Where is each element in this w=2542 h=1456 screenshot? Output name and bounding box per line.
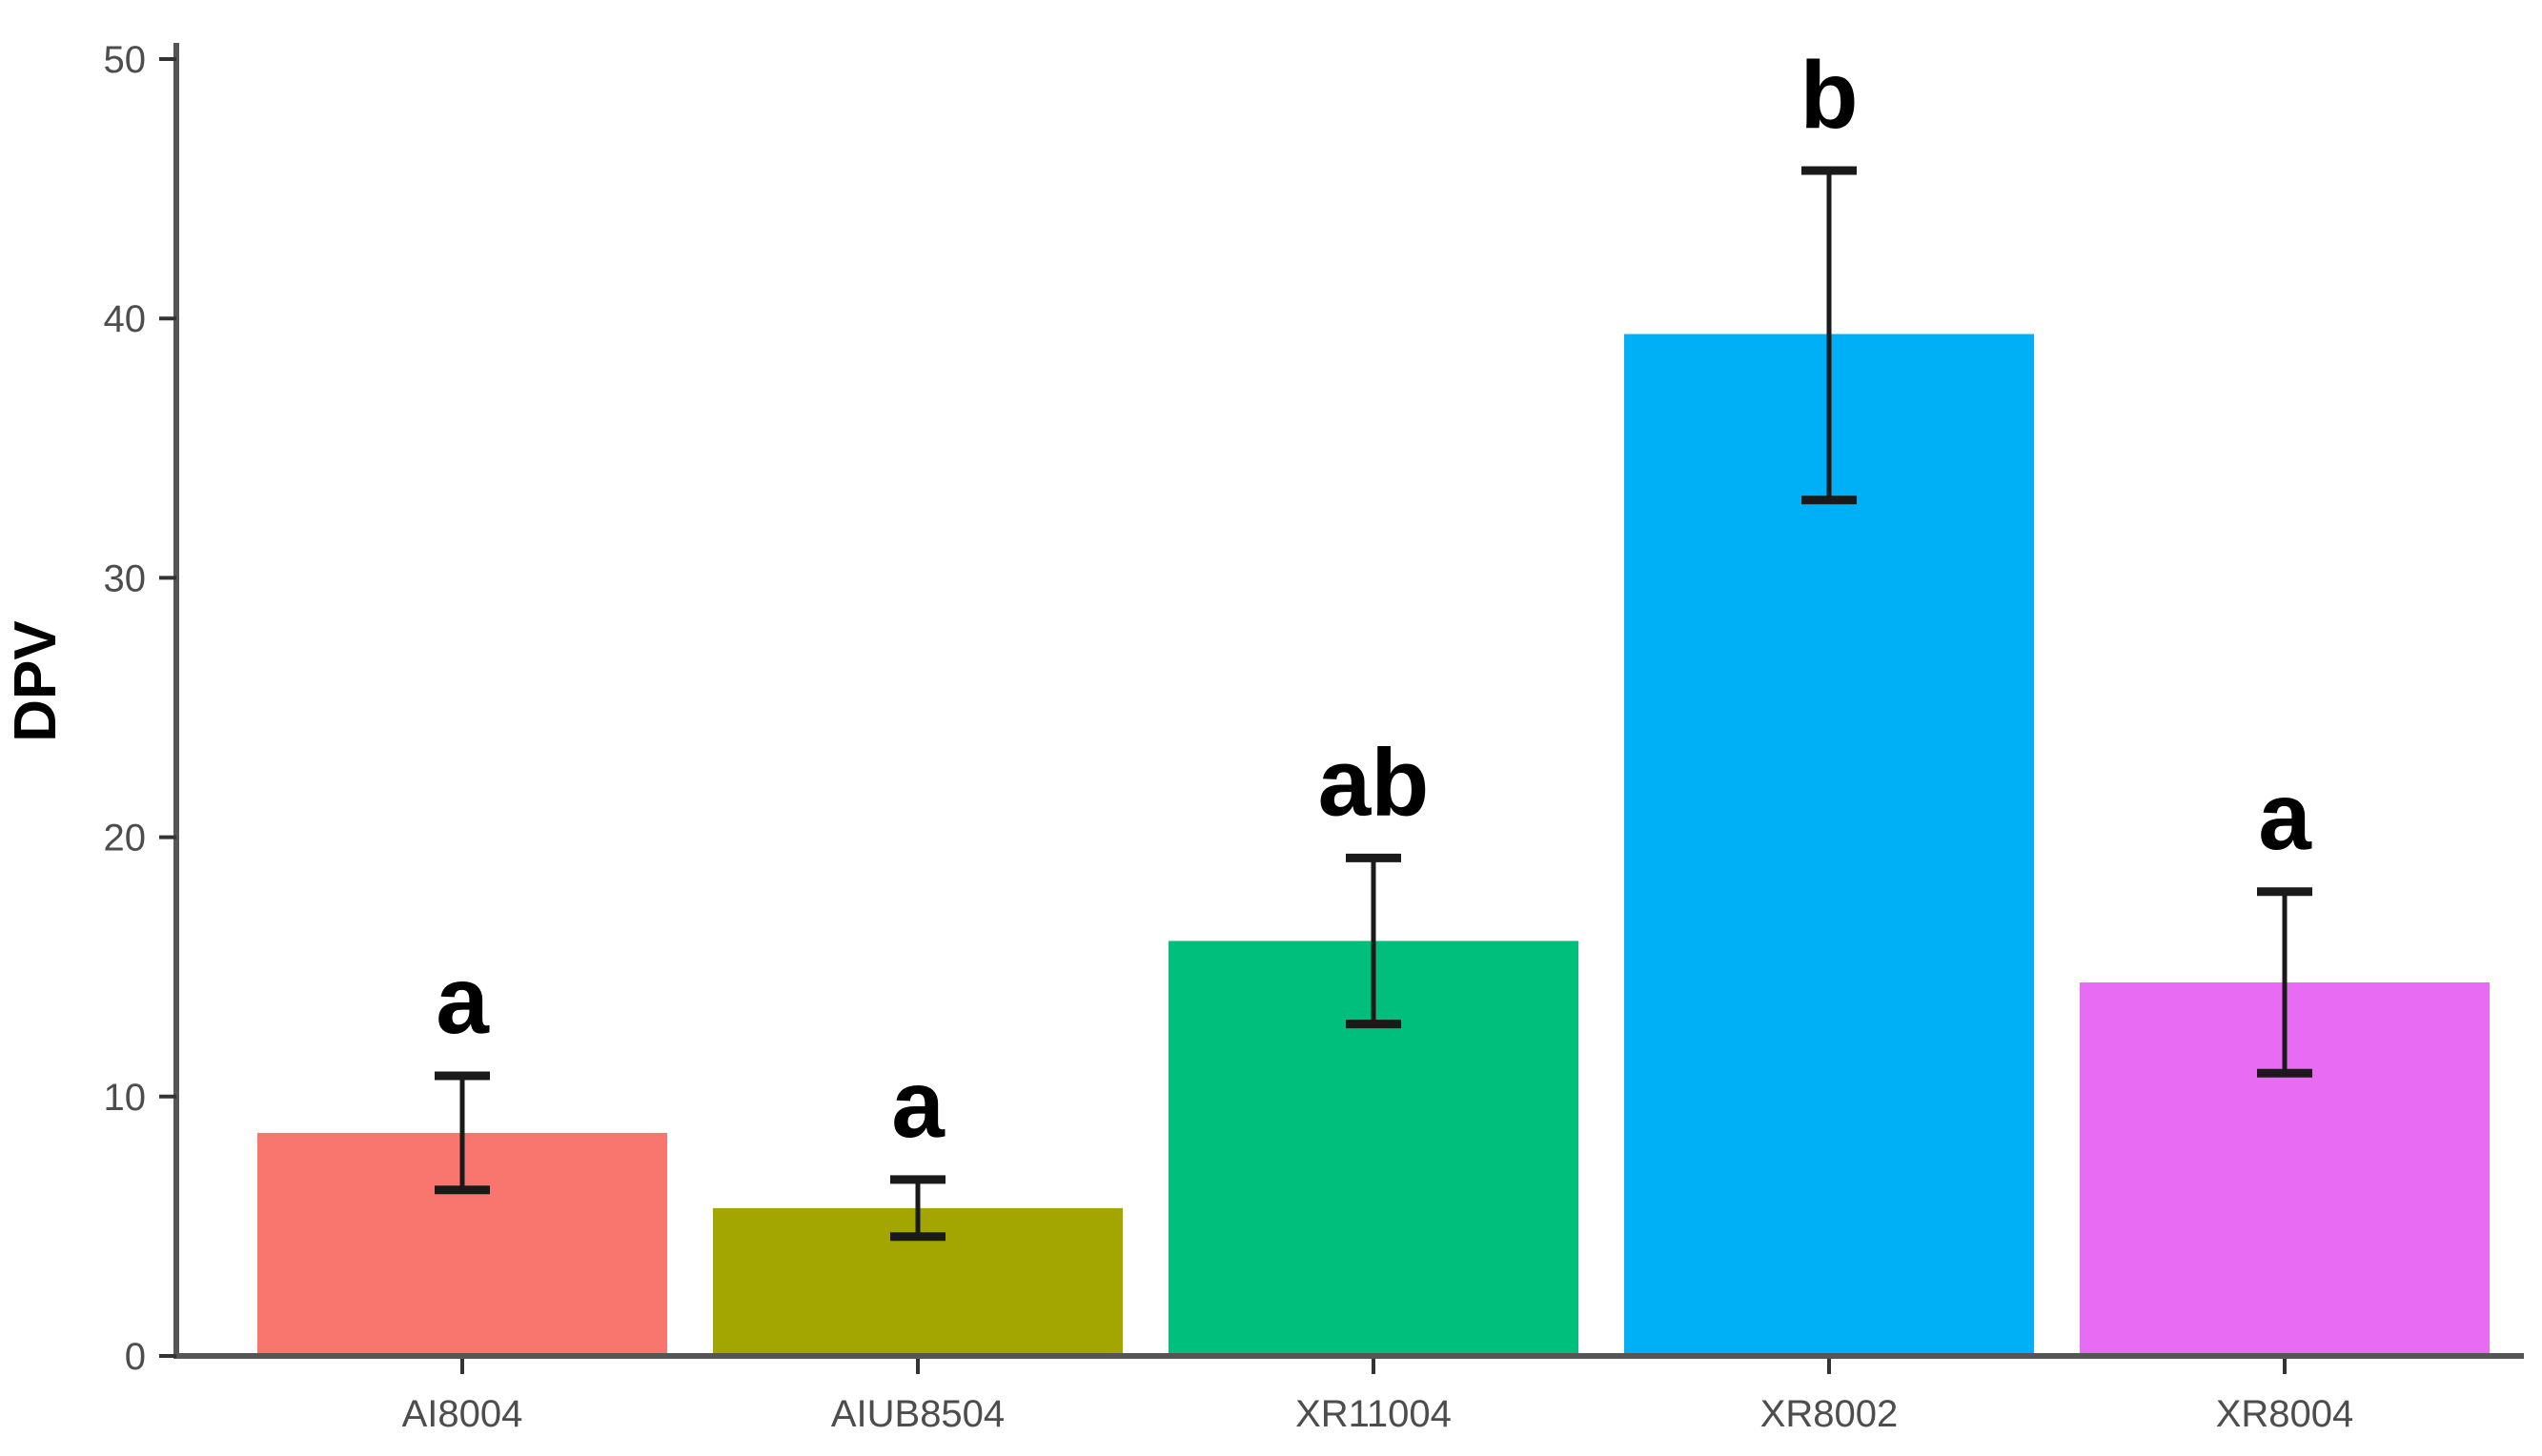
sig-letter-AI8004: a [436,947,490,1054]
sig-letter-XR8004: a [2258,763,2312,870]
sig-letter-AIUB8504: a [891,1051,946,1158]
x-tick-label-AIUB8504: AIUB8504 [831,1393,1005,1435]
y-tick-label-20: 20 [104,818,147,859]
y-tick-label-40: 40 [104,298,147,340]
x-tick-label-XR8002: XR8002 [1760,1393,1899,1435]
sig-letter-XR8002: b [1800,42,1858,149]
y-axis-title: DPV [3,620,69,741]
x-tick-label-XR11004: XR11004 [1295,1393,1452,1435]
sig-letter-XR11004: ab [1318,729,1430,836]
x-tick-label-AI8004: AI8004 [402,1393,523,1435]
y-tick-label-50: 50 [104,39,147,81]
y-tick-label-0: 0 [125,1336,146,1378]
x-tick-label-XR8004: XR8004 [2216,1393,2354,1435]
y-tick-label-30: 30 [104,557,147,599]
y-tick-label-10: 10 [104,1077,147,1119]
bar-XR8002 [1624,334,2034,1357]
